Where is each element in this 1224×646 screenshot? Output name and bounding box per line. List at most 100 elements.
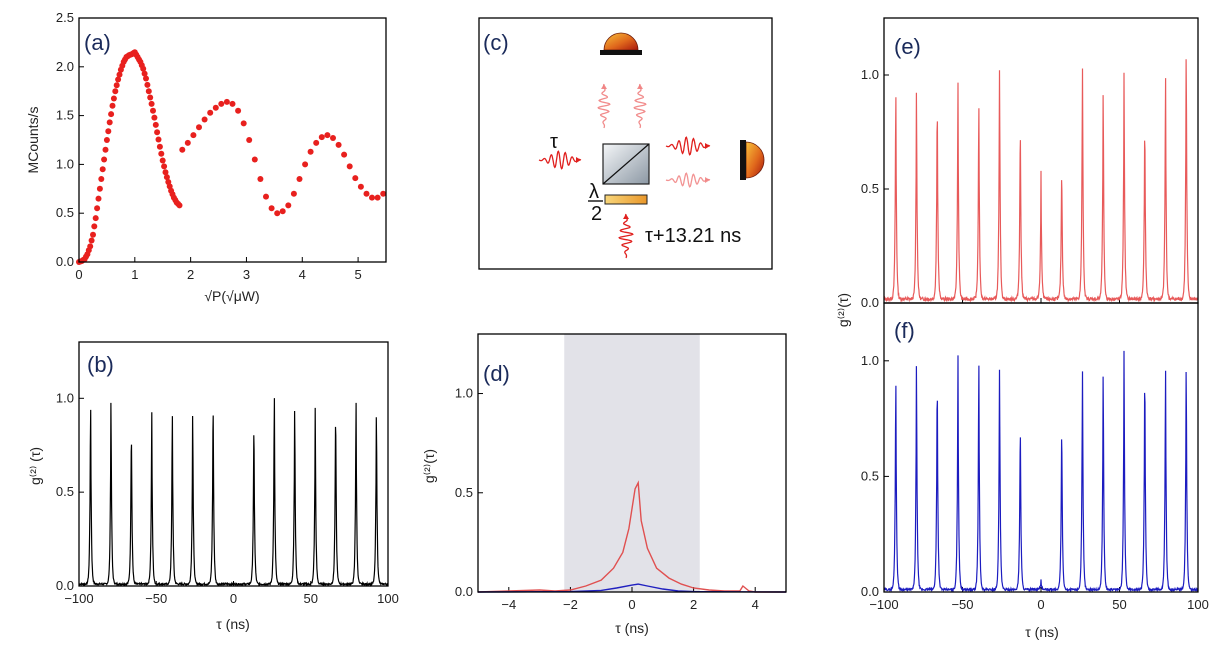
y-tick-label: 1.0 <box>861 67 879 82</box>
output-wavepacket-right-strong-arrowhead <box>705 143 710 149</box>
data-point <box>380 190 387 197</box>
data-point <box>263 193 269 200</box>
waveplate-denominator: 2 <box>591 203 602 225</box>
data-point <box>112 88 119 95</box>
data-point <box>296 176 303 182</box>
data-point <box>109 102 116 109</box>
x-tick-label: 50 <box>1112 597 1126 612</box>
data-point <box>274 210 281 217</box>
panel-a: 0 1 2 3 4 5 0.0 0.5 1.0 1.5 2.0 2.5 (a) √P(√μW) MCo… <box>25 10 387 304</box>
input-wavepacket-bottom <box>618 213 634 259</box>
data-point <box>159 157 166 164</box>
y-tick-label: 0.5 <box>56 484 74 499</box>
data-point <box>240 120 247 127</box>
data-point <box>313 139 320 146</box>
data-point <box>279 208 286 215</box>
x-tick-label: 5 <box>354 267 361 282</box>
data-point <box>302 161 309 168</box>
data-point <box>116 71 123 78</box>
panel-e-frame <box>883 17 1199 304</box>
data-point <box>335 141 342 148</box>
input-wavepacket-bottom-arrowhead <box>623 214 629 219</box>
data-point <box>105 128 112 135</box>
panel-f: −100 −50 0 50 100 0.0 0.5 1.0 (f) τ (ns) g⁽²⁾(τ… <box>835 293 1209 640</box>
panel-f-frame <box>883 302 1199 593</box>
x-tick-label: 0 <box>628 597 635 612</box>
panel-b-frame <box>78 341 389 587</box>
data-point <box>229 100 236 107</box>
beam-splitter-icon <box>602 143 650 185</box>
panel-c-label: (c) <box>483 30 509 55</box>
y-tick-label: 2.5 <box>56 10 74 25</box>
y-tick-label: 0.5 <box>861 468 879 483</box>
data-point <box>101 156 108 163</box>
data-point <box>285 202 292 209</box>
data-point <box>90 231 96 238</box>
data-point <box>99 166 106 173</box>
data-point <box>318 134 325 141</box>
panel-f-label: (f) <box>894 318 915 343</box>
panel-e: 0.0 0.5 1.0 (e) <box>861 17 1199 310</box>
data-point <box>95 195 102 202</box>
data-point <box>151 114 158 121</box>
y-tick-label: 0.0 <box>861 584 879 599</box>
data-point <box>110 95 117 102</box>
g2-trace-red <box>477 480 786 593</box>
data-point <box>106 119 113 126</box>
x-tick-label: 0 <box>230 591 237 606</box>
panel-d-frame <box>477 333 787 593</box>
x-tick-label: −100 <box>869 597 898 612</box>
half-wave-plate-icon <box>604 194 648 205</box>
data-point <box>363 190 370 197</box>
data-point <box>357 183 364 190</box>
top-detector-icon <box>600 32 642 55</box>
panel-f-xlabel: τ (ns) <box>1025 624 1059 640</box>
data-point <box>98 176 105 182</box>
panel-a-label: (a) <box>84 30 111 55</box>
data-point <box>374 194 381 201</box>
delay-label: τ+13.21 ns <box>645 225 741 247</box>
y-tick-label: 1.5 <box>56 108 74 123</box>
panel-c-diagram: (c) τ λ 2 τ+13.21 ns <box>478 17 773 270</box>
x-tick-label: 50 <box>304 591 318 606</box>
x-tick-label: 1 <box>131 267 138 282</box>
y-tick-label: 0.5 <box>455 485 473 500</box>
output-wavepacket-up-left-arrowhead <box>601 84 607 89</box>
y-tick-label: 1.0 <box>861 353 879 368</box>
data-point <box>143 75 149 82</box>
data-point <box>163 174 170 181</box>
data-point <box>144 81 151 88</box>
data-point <box>147 94 154 101</box>
data-point <box>207 109 214 116</box>
y-tick-label: 0.0 <box>56 254 74 269</box>
panel-b-label: (b) <box>87 352 114 377</box>
x-tick-label: −100 <box>64 591 93 606</box>
output-wavepacket-right-strong <box>665 136 711 156</box>
tau-label: τ <box>550 131 558 153</box>
g2-trace-red <box>883 59 1199 303</box>
g2-trace-blue <box>477 583 787 593</box>
data-point <box>150 107 156 114</box>
x-tick-label: 4 <box>299 267 306 282</box>
data-point <box>148 100 155 107</box>
data-point <box>290 190 297 197</box>
panel-d-ylabel: g⁽²⁾(τ) <box>421 449 437 483</box>
panel-a-xlabel: √P(√μW) <box>204 288 259 304</box>
x-tick-label: 0 <box>1037 597 1044 612</box>
data-point <box>162 169 169 176</box>
y-tick-label: 0.0 <box>56 578 74 593</box>
data-point <box>155 136 162 143</box>
x-tick-label: 3 <box>243 267 250 282</box>
panel-b: −100 −50 0 50 100 0.0 0.5 1.0 (b) τ (ns) g⁽²⁾ (… <box>27 341 399 632</box>
panel-a-ylabel: MCounts/s <box>25 107 41 174</box>
output-wavepacket-right-faint <box>665 172 711 188</box>
x-tick-label: −50 <box>951 597 973 612</box>
y-tick-label: 1.0 <box>455 386 473 401</box>
panel-e-label: (e) <box>894 34 921 59</box>
data-point <box>218 100 225 107</box>
x-tick-label: −2 <box>563 597 578 612</box>
panel-d: −4 −2 0 2 4 0.0 0.5 1.0 (d) τ (ns) g⁽²⁾(τ) <box>421 333 787 636</box>
output-wavepacket-up-right <box>633 83 647 129</box>
data-point <box>176 202 183 209</box>
